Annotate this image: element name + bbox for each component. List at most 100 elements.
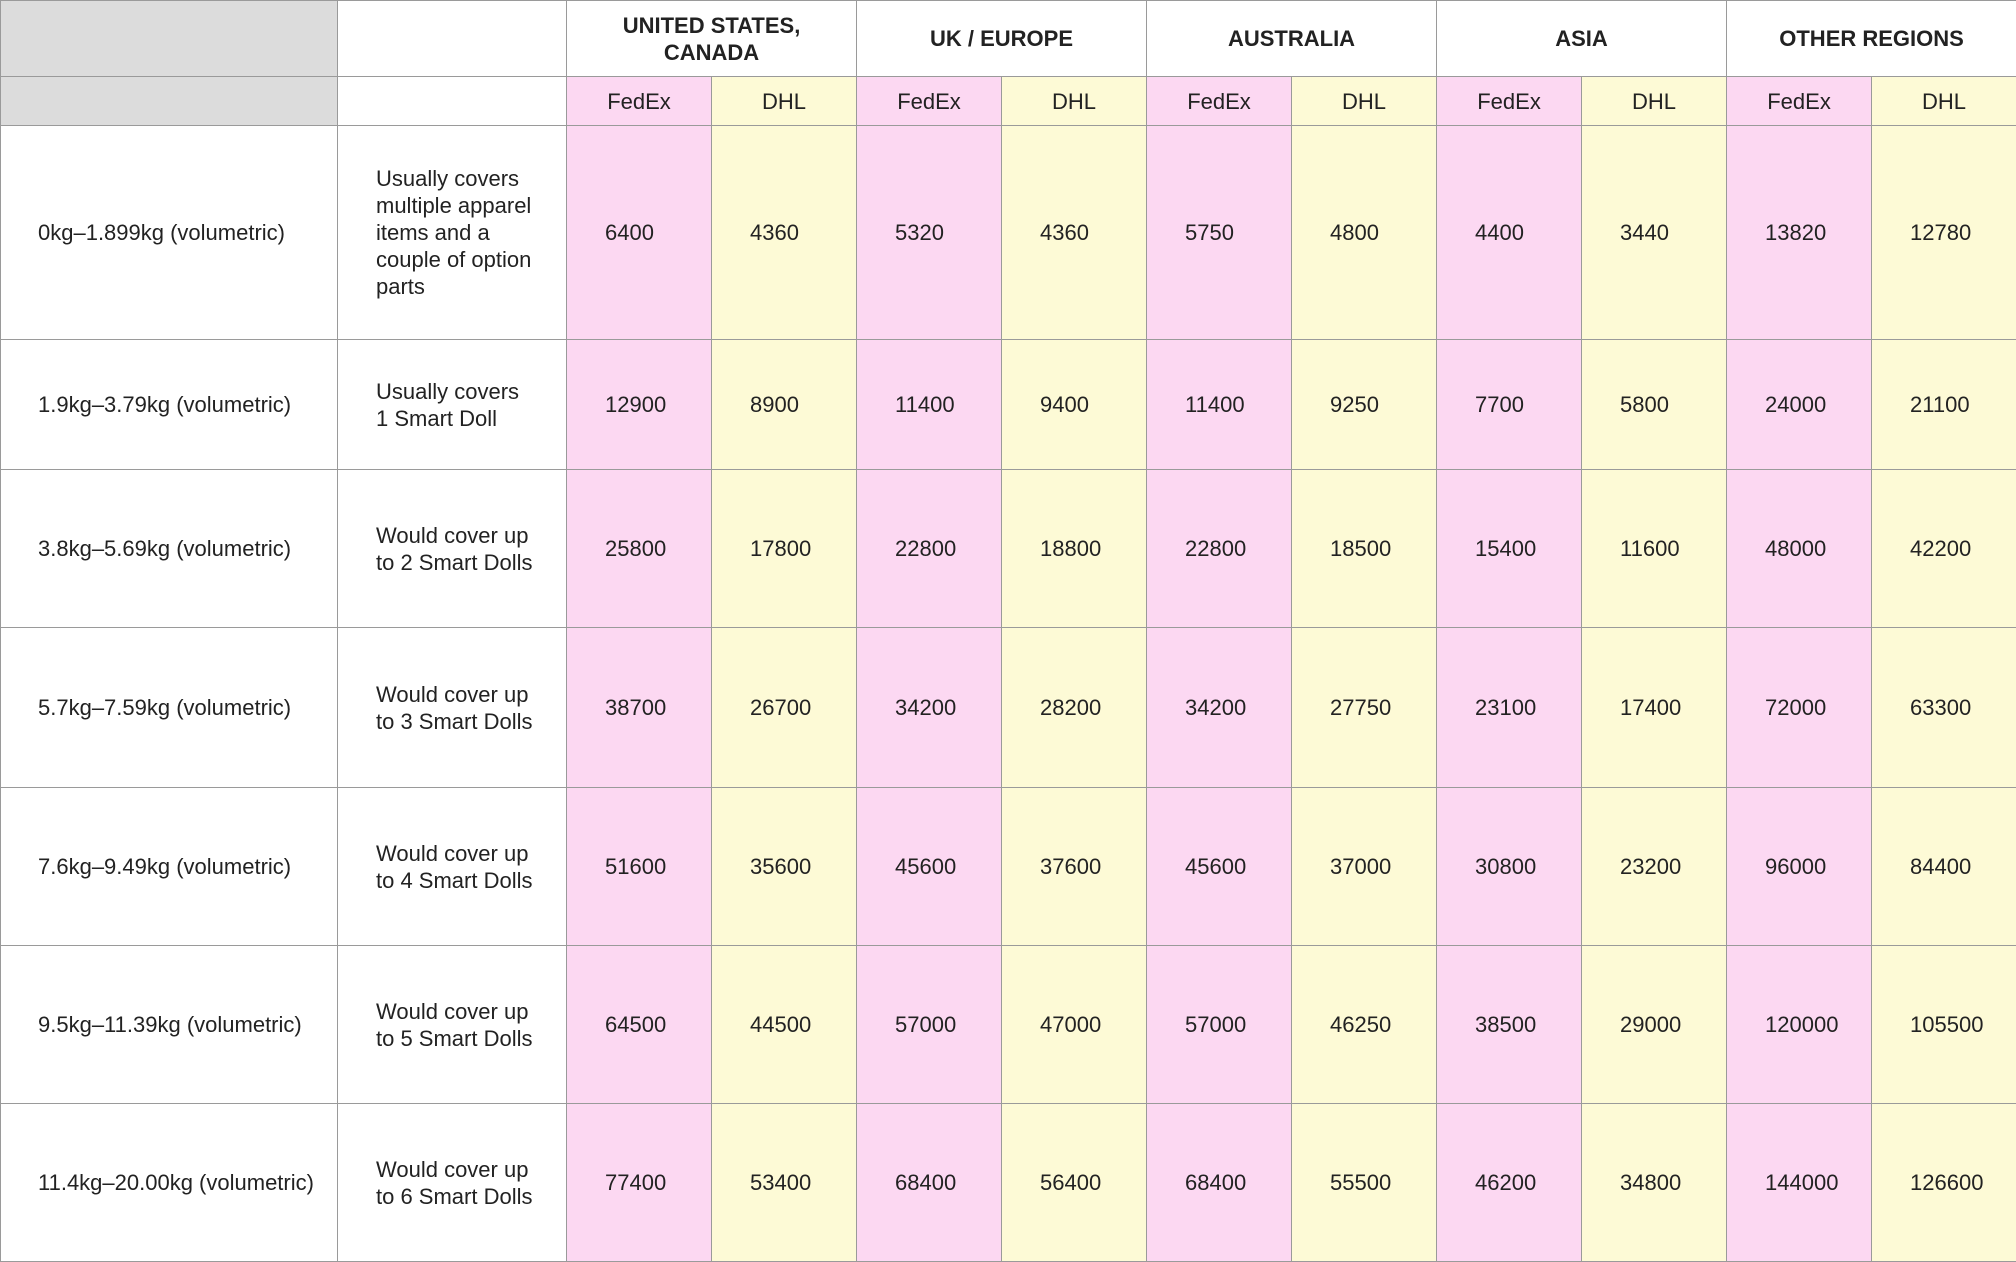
price-cell: 42200 xyxy=(1871,469,2016,628)
price-cell: 57000 xyxy=(856,945,1003,1104)
description-cell: Would cover up to 2 Smart Dolls xyxy=(337,469,567,628)
price-cell: 45600 xyxy=(1146,787,1293,946)
price-cell: 27750 xyxy=(1291,627,1438,788)
carrier-header: FedEx xyxy=(1726,76,1873,126)
price-cell: 11600 xyxy=(1581,469,1728,628)
price-cell: 7700 xyxy=(1436,339,1583,470)
price-cell: 9400 xyxy=(1001,339,1148,470)
price-cell: 37600 xyxy=(1001,787,1148,946)
carrier-header: DHL xyxy=(1291,76,1438,126)
price-cell: 5750 xyxy=(1146,125,1293,340)
price-cell: 38500 xyxy=(1436,945,1583,1104)
region-header: UK / EUROPE xyxy=(856,0,1148,77)
description-cell: Usually covers multiple apparel items an… xyxy=(337,125,567,340)
price-cell: 126600 xyxy=(1871,1103,2016,1262)
price-cell: 144000 xyxy=(1726,1103,1873,1262)
blank-cell xyxy=(337,76,567,126)
price-cell: 30800 xyxy=(1436,787,1583,946)
carrier-header: FedEx xyxy=(566,76,712,126)
table-row: 9.5kg–11.39kg (volumetric) Would cover up… xyxy=(0,945,2016,1104)
table-row: 0kg–1.899kg (volumetric) Usually covers m… xyxy=(0,125,2016,340)
price-cell: 55500 xyxy=(1291,1103,1438,1262)
weight-cell: 0kg–1.899kg (volumetric) xyxy=(0,125,338,340)
price-cell: 46200 xyxy=(1436,1103,1583,1262)
price-cell: 64500 xyxy=(566,945,712,1104)
price-cell: 4400 xyxy=(1436,125,1583,340)
price-cell: 22800 xyxy=(856,469,1003,628)
price-cell: 45600 xyxy=(856,787,1003,946)
price-cell: 5320 xyxy=(856,125,1003,340)
price-cell: 51600 xyxy=(566,787,712,946)
carrier-header: DHL xyxy=(1001,76,1148,126)
price-cell: 25800 xyxy=(566,469,712,628)
price-cell: 53400 xyxy=(710,1103,858,1262)
description-cell: Usually covers 1 Smart Doll xyxy=(337,339,567,470)
price-cell: 56400 xyxy=(1001,1103,1148,1262)
price-cell: 48000 xyxy=(1726,469,1873,628)
price-cell: 18800 xyxy=(1001,469,1148,628)
price-cell: 4800 xyxy=(1291,125,1438,340)
weight-cell: 5.7kg–7.59kg (volumetric) xyxy=(0,627,338,788)
price-cell: 34200 xyxy=(856,627,1003,788)
price-cell: 18500 xyxy=(1291,469,1438,628)
price-cell: 12900 xyxy=(566,339,712,470)
weight-cell: 9.5kg–11.39kg (volumetric) xyxy=(0,945,338,1104)
table-row: 7.6kg–9.49kg (volumetric) Would cover up … xyxy=(0,787,2016,946)
price-cell: 105500 xyxy=(1871,945,2016,1104)
table-row: 5.7kg–7.59kg (volumetric) Would cover up … xyxy=(0,627,2016,788)
price-cell: 24000 xyxy=(1726,339,1873,470)
price-cell: 15400 xyxy=(1436,469,1583,628)
corner-cell xyxy=(0,76,338,126)
price-cell: 3440 xyxy=(1581,125,1728,340)
weight-cell: 1.9kg–3.79kg (volumetric) xyxy=(0,339,338,470)
price-cell: 96000 xyxy=(1726,787,1873,946)
table-row: FedEx DHL FedEx DHL FedEx DHL FedEx DHL FedEx DHL xyxy=(0,76,2016,126)
price-cell: 44500 xyxy=(710,945,858,1104)
price-cell: 17800 xyxy=(710,469,858,628)
price-cell: 23100 xyxy=(1436,627,1583,788)
price-cell: 8900 xyxy=(710,339,858,470)
price-cell: 11400 xyxy=(856,339,1003,470)
price-cell: 23200 xyxy=(1581,787,1728,946)
carrier-header: DHL xyxy=(1871,76,2016,126)
price-cell: 11400 xyxy=(1146,339,1293,470)
blank-cell xyxy=(337,0,567,77)
price-cell: 63300 xyxy=(1871,627,2016,788)
price-cell: 6400 xyxy=(566,125,712,340)
weight-cell: 7.6kg–9.49kg (volumetric) xyxy=(0,787,338,946)
price-cell: 34200 xyxy=(1146,627,1293,788)
price-cell: 57000 xyxy=(1146,945,1293,1104)
description-cell: Would cover up to 6 Smart Dolls xyxy=(337,1103,567,1262)
price-cell: 68400 xyxy=(1146,1103,1293,1262)
region-header: UNITED STATES, CANADA xyxy=(565,0,858,77)
price-cell: 22800 xyxy=(1146,469,1293,628)
carrier-header: DHL xyxy=(710,76,858,126)
price-cell: 9250 xyxy=(1291,339,1438,470)
price-cell: 4360 xyxy=(1001,125,1148,340)
table-row: UNITED STATES, CANADA UK / EUROPE AUSTRALI… xyxy=(0,0,2016,77)
price-cell: 26700 xyxy=(710,627,858,788)
price-cell: 46250 xyxy=(1291,945,1438,1104)
price-cell: 4360 xyxy=(710,125,858,340)
price-cell: 77400 xyxy=(566,1103,712,1262)
description-cell: Would cover up to 3 Smart Dolls xyxy=(337,627,567,788)
price-cell: 120000 xyxy=(1726,945,1873,1104)
table-row: 3.8kg–5.69kg (volumetric) Would cover up … xyxy=(0,469,2016,628)
carrier-header: FedEx xyxy=(1146,76,1293,126)
weight-cell: 11.4kg–20.00kg (volumetric) xyxy=(0,1103,338,1262)
price-cell: 17400 xyxy=(1581,627,1728,788)
price-cell: 72000 xyxy=(1726,627,1873,788)
price-cell: 28200 xyxy=(1001,627,1148,788)
weight-cell: 3.8kg–5.69kg (volumetric) xyxy=(0,469,338,628)
price-cell: 34800 xyxy=(1581,1103,1728,1262)
price-cell: 29000 xyxy=(1581,945,1728,1104)
price-cell: 47000 xyxy=(1001,945,1148,1104)
price-cell: 5800 xyxy=(1581,339,1728,470)
carrier-header: FedEx xyxy=(1436,76,1583,126)
price-cell: 35600 xyxy=(710,787,858,946)
price-cell: 84400 xyxy=(1871,787,2016,946)
price-cell: 21100 xyxy=(1871,339,2016,470)
region-header: AUSTRALIA xyxy=(1146,0,1438,77)
